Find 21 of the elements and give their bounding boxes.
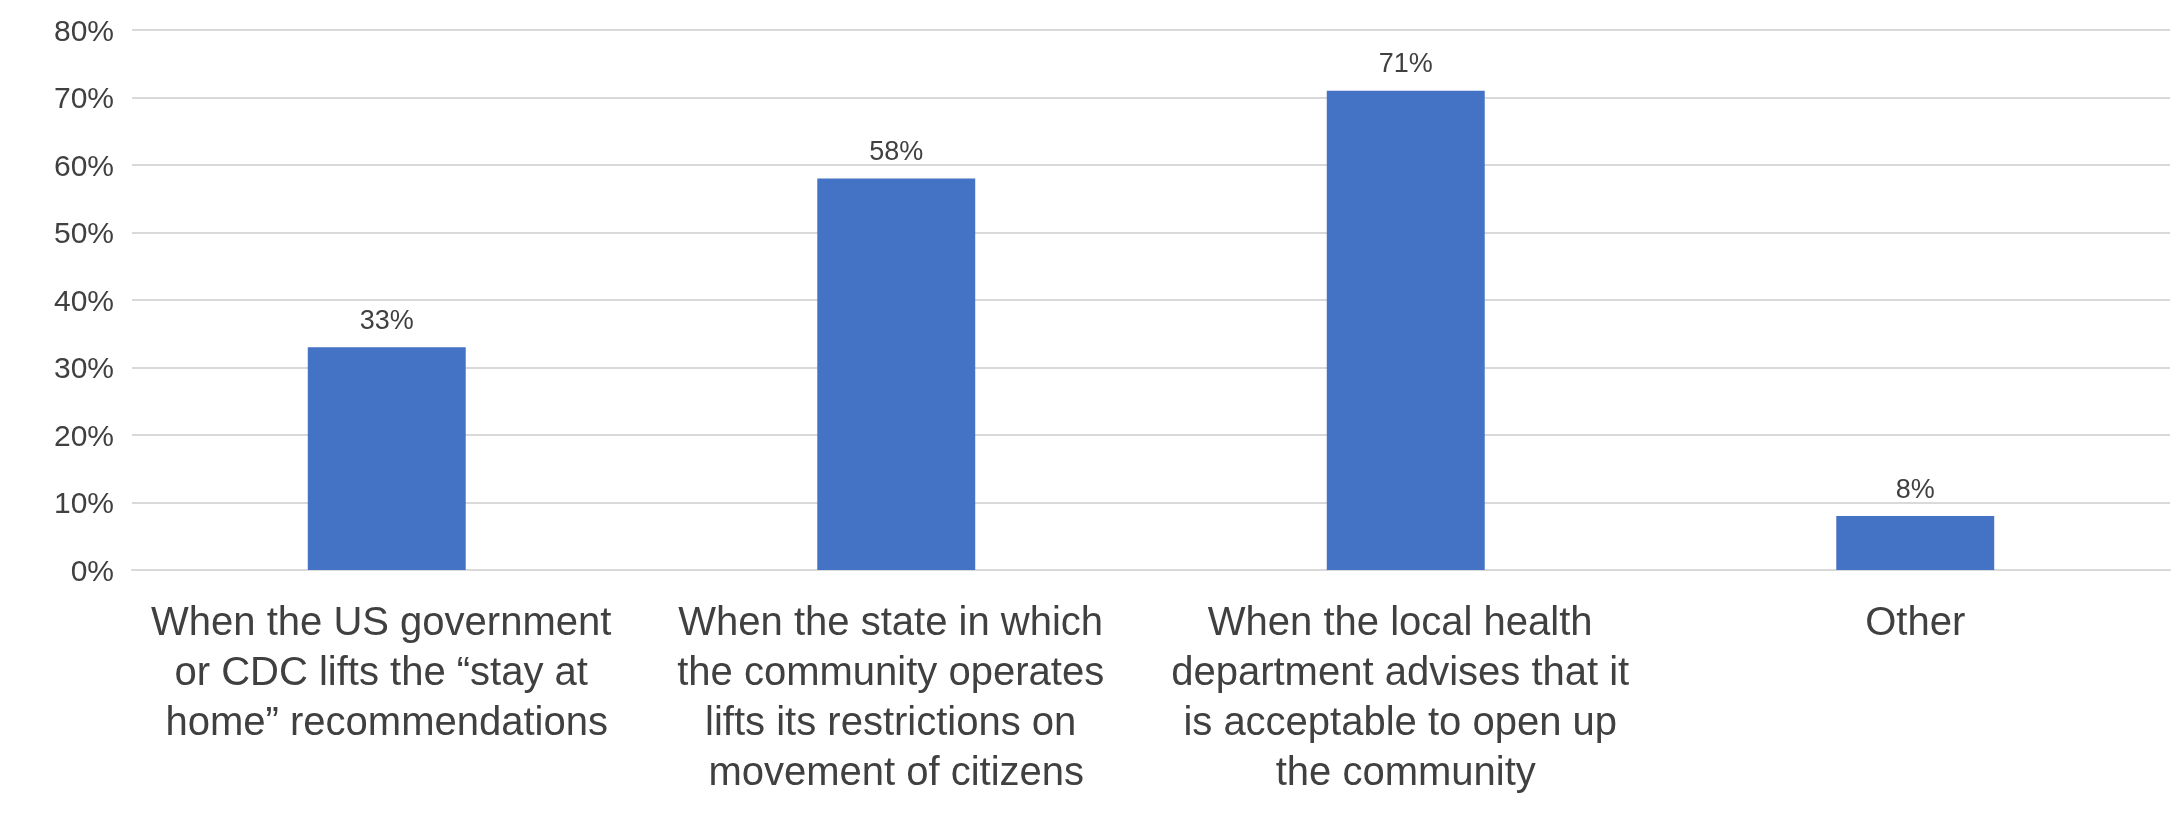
data-label: 58% — [869, 136, 924, 166]
y-tick-label: 60% — [53, 148, 114, 182]
bar — [1326, 90, 1485, 570]
data-label: 33% — [359, 304, 414, 335]
y-tick-label: 30% — [53, 351, 114, 384]
y-tick-label: 20% — [53, 418, 114, 452]
x-tick-label: When the state in which the community operates lifts its restrictions on movement of citizens — [677, 599, 1116, 793]
bar — [817, 178, 976, 570]
y-tick-label: 80% — [53, 13, 114, 47]
data-label: 71% — [1378, 48, 1433, 79]
y-tick-label: 10% — [53, 486, 114, 519]
y-tick-label: 70% — [53, 81, 114, 114]
bar — [1836, 516, 1995, 570]
x-tick-label: When the US government or CDC lifts the “stay at home” recommendations — [151, 599, 623, 743]
y-tick-label: 50% — [53, 216, 114, 249]
y-tick-label: 40% — [53, 283, 114, 317]
x-tick-label: Other — [1865, 599, 1966, 643]
x-tick-label: When the local health department advises that it is acceptable to open up the community — [1171, 599, 1641, 793]
y-tick-label: 0% — [70, 553, 114, 587]
data-label: 8% — [1895, 473, 1935, 504]
bar — [307, 347, 466, 570]
